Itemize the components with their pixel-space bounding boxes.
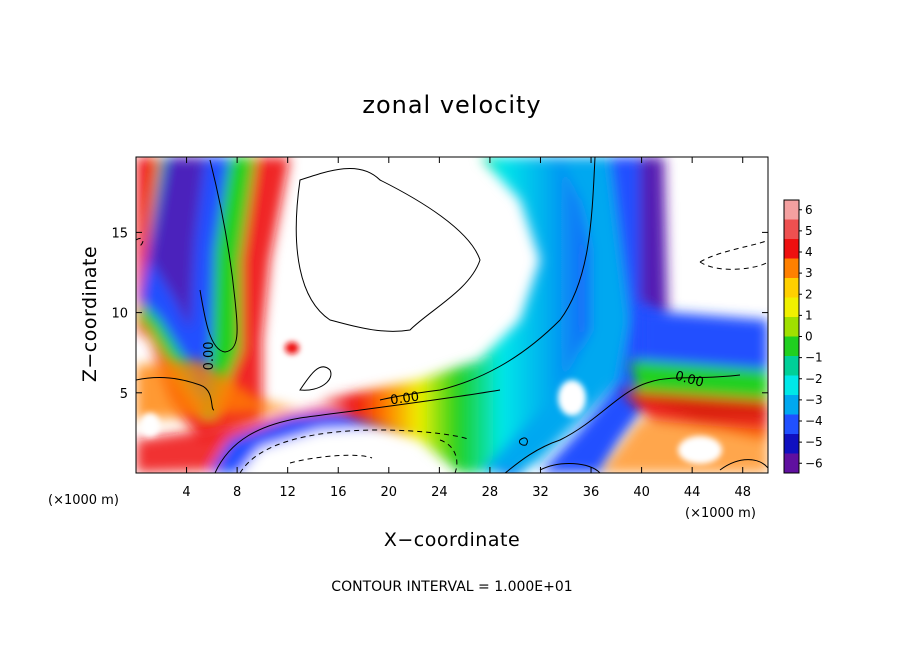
colorbar-label: −1	[805, 351, 823, 365]
x-tick-label: 36	[583, 485, 600, 500]
colorbar-label: −5	[805, 435, 823, 449]
x-tick-label: 40	[633, 485, 650, 500]
plot-frame	[135, 156, 769, 474]
colorbar-label: −3	[805, 393, 823, 407]
contour-label: 0.00	[202, 341, 217, 370]
x-tick-label: 32	[532, 485, 549, 500]
colorbar-label: −4	[805, 414, 823, 428]
x-axis-title: X−coordinate	[384, 529, 520, 551]
colorbar-swatch	[784, 453, 799, 474]
colorbar-label: 1	[805, 308, 813, 322]
x-tick-label: 4	[182, 485, 190, 500]
y-axis-ticks: 5 10 15	[111, 226, 768, 402]
colorbar-swatch	[784, 336, 799, 357]
y-axis-title: Z−coordinate	[79, 246, 101, 382]
colorbar-swatch	[784, 200, 799, 220]
colorbar-label: 0	[805, 330, 813, 344]
colorbar-swatch	[784, 258, 799, 279]
colorbar-label: 4	[805, 245, 813, 259]
x-tick-label: 24	[431, 485, 448, 500]
colorbar-label: 6	[805, 203, 813, 217]
contour-label: 0.00	[673, 369, 705, 391]
colorbar-label: 3	[805, 266, 813, 280]
velocity-field	[136, 157, 768, 473]
chart-title: zonal velocity	[362, 91, 541, 119]
x-right-unit-label: (×1000 m)	[685, 506, 756, 521]
colorbar-label: 5	[805, 224, 813, 238]
x-tick-label: 48	[734, 485, 751, 500]
x-tick-label: 44	[684, 485, 701, 500]
y-tick-label: 15	[111, 226, 128, 241]
colorbar-label: −2	[805, 372, 823, 386]
x-tick-label: 16	[330, 485, 347, 500]
x-tick-label: 28	[482, 485, 499, 500]
colorbar: 6 5 4 3 2 1 0 −1 −2 −3 −4 −5 −6	[783, 199, 823, 474]
x-axis-ticks: 4 8 12 16 20 24 28 32 36 40 44 48	[182, 157, 751, 500]
x-left-unit-label: (×1000 m)	[48, 493, 119, 508]
y-tick-label: 5	[120, 387, 128, 402]
colorbar-swatch	[784, 239, 799, 259]
colorbar-swatch	[784, 434, 799, 454]
colorbar-swatch	[784, 297, 799, 318]
colorbar-swatch	[784, 317, 799, 337]
contour-label: 0.00	[389, 390, 420, 409]
x-tick-label: 12	[279, 485, 296, 500]
contour-interval-footer: CONTOUR INTERVAL = 1.000E+01	[331, 579, 572, 595]
colorbar-label: 2	[805, 287, 813, 301]
colorbar-swatch	[784, 356, 799, 376]
colorbar-swatch	[784, 414, 799, 435]
colorbar-swatch	[784, 219, 799, 240]
y-tick-label: 10	[111, 307, 128, 322]
colorbar-swatch	[784, 278, 799, 298]
x-tick-label: 8	[233, 485, 241, 500]
colorbar-swatch	[784, 395, 799, 415]
x-tick-label: 20	[381, 485, 398, 500]
colorbar-swatch	[784, 375, 799, 396]
colorbar-label: −6	[805, 456, 823, 470]
contour-labels: 0.00 0.00 0.00	[202, 341, 705, 408]
